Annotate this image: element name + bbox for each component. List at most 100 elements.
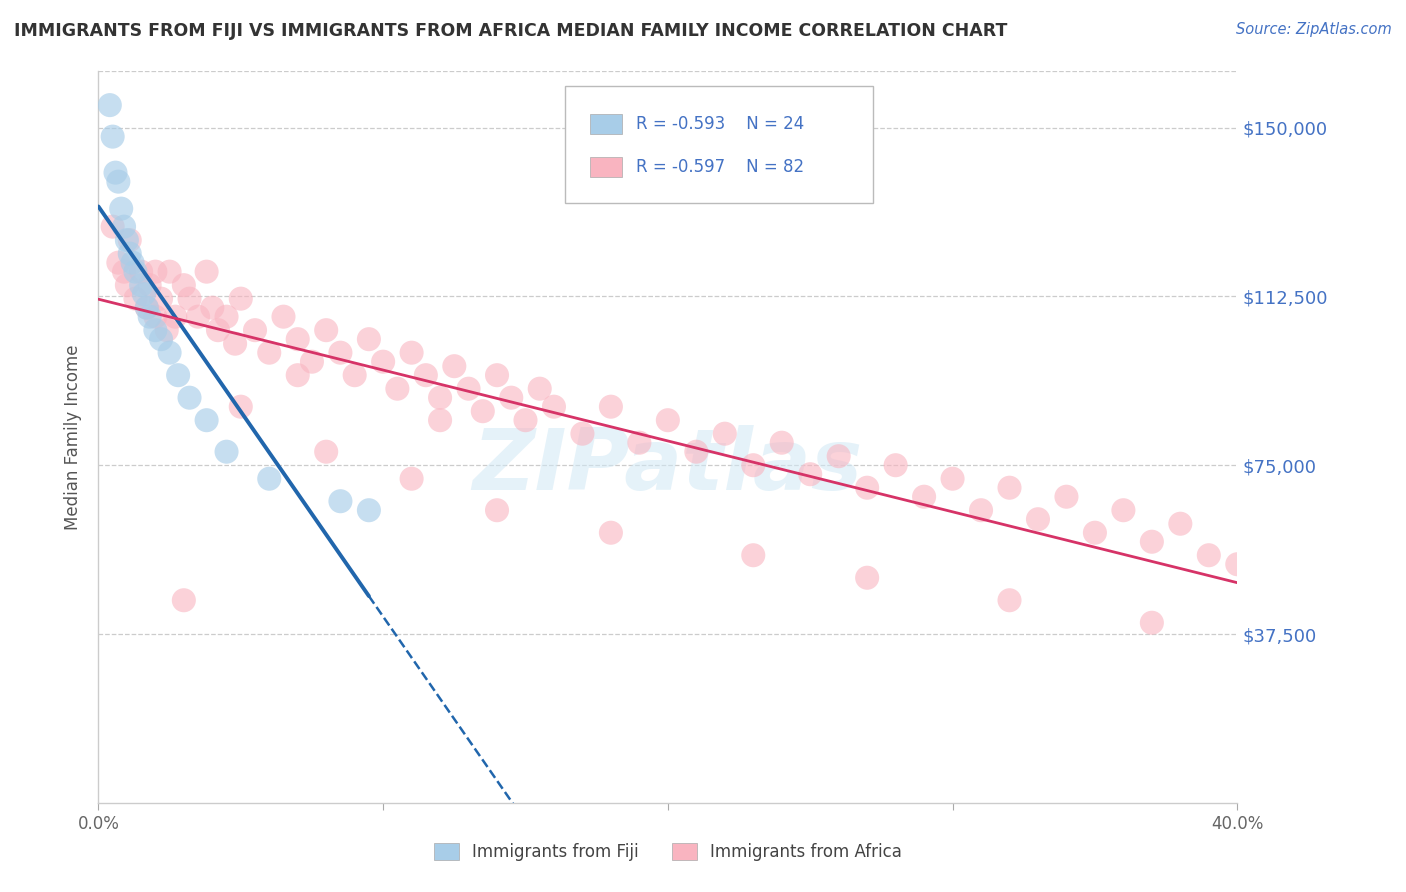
Point — [329, 494, 352, 508]
Point — [207, 323, 229, 337]
Point — [259, 345, 281, 359]
Point — [150, 332, 173, 346]
Point — [329, 345, 352, 359]
Point — [315, 444, 337, 458]
Point — [145, 310, 167, 324]
Point — [543, 400, 565, 414]
Point — [301, 354, 323, 368]
Point — [1170, 516, 1192, 531]
Point — [107, 255, 129, 269]
Point — [600, 525, 623, 540]
Point — [856, 571, 879, 585]
Text: R = -0.597    N = 82: R = -0.597 N = 82 — [636, 158, 804, 176]
Point — [229, 292, 252, 306]
Point — [970, 503, 993, 517]
Point — [884, 458, 907, 473]
Point — [457, 382, 479, 396]
Point — [243, 323, 266, 337]
Point — [287, 368, 309, 383]
Point — [1140, 534, 1163, 549]
Point — [156, 323, 179, 337]
Point — [486, 503, 509, 517]
FancyBboxPatch shape — [565, 86, 873, 203]
Point — [628, 435, 651, 450]
Bar — [591, 114, 623, 135]
Point — [159, 265, 181, 279]
Point — [1198, 548, 1220, 562]
Point — [167, 368, 190, 383]
Point — [135, 301, 157, 315]
Point — [179, 292, 201, 306]
Point — [343, 368, 366, 383]
Point — [112, 265, 135, 279]
Point — [501, 391, 523, 405]
Point — [138, 310, 160, 324]
Point — [107, 175, 129, 189]
Point — [371, 354, 394, 368]
Text: IMMIGRANTS FROM FIJI VS IMMIGRANTS FROM AFRICA MEDIAN FAMILY INCOME CORRELATION : IMMIGRANTS FROM FIJI VS IMMIGRANTS FROM … — [14, 22, 1008, 40]
Point — [998, 481, 1021, 495]
Point — [132, 287, 155, 301]
Point — [145, 265, 167, 279]
Point — [387, 382, 409, 396]
Point — [115, 278, 138, 293]
Point — [150, 292, 173, 306]
Point — [429, 391, 451, 405]
Point — [714, 426, 737, 441]
Point — [118, 233, 141, 247]
Point — [112, 219, 135, 234]
Point — [515, 413, 537, 427]
Point — [187, 310, 209, 324]
Point — [287, 332, 309, 346]
Point — [742, 458, 765, 473]
Point — [770, 435, 793, 450]
Point — [129, 278, 152, 293]
Point — [415, 368, 437, 383]
Point — [145, 323, 167, 337]
Point — [443, 359, 465, 374]
Point — [998, 593, 1021, 607]
Point — [159, 345, 181, 359]
Point — [942, 472, 965, 486]
Point — [215, 310, 238, 324]
Point — [259, 472, 281, 486]
Point — [1026, 512, 1049, 526]
Point — [165, 310, 187, 324]
Point — [215, 444, 238, 458]
Point — [124, 292, 146, 306]
Y-axis label: Median Family Income: Median Family Income — [65, 344, 83, 530]
Point — [1084, 525, 1107, 540]
Point — [471, 404, 494, 418]
Point — [657, 413, 679, 427]
Point — [1226, 558, 1249, 572]
Point — [1140, 615, 1163, 630]
Point — [856, 481, 879, 495]
Point — [98, 98, 121, 112]
Point — [195, 413, 218, 427]
Point — [115, 233, 138, 247]
Text: Source: ZipAtlas.com: Source: ZipAtlas.com — [1236, 22, 1392, 37]
Point — [912, 490, 935, 504]
Point — [357, 503, 380, 517]
Point — [135, 301, 157, 315]
Legend: Immigrants from Fiji, Immigrants from Africa: Immigrants from Fiji, Immigrants from Af… — [427, 836, 908, 868]
Point — [179, 391, 201, 405]
Point — [173, 593, 195, 607]
Point — [273, 310, 295, 324]
Point — [486, 368, 509, 383]
Point — [124, 265, 146, 279]
Point — [201, 301, 224, 315]
Point — [357, 332, 380, 346]
Text: R = -0.593    N = 24: R = -0.593 N = 24 — [636, 115, 804, 133]
Point — [429, 413, 451, 427]
Point — [529, 382, 551, 396]
Point — [138, 278, 160, 293]
Point — [229, 400, 252, 414]
Point — [1056, 490, 1078, 504]
Point — [401, 472, 423, 486]
Point — [799, 467, 821, 482]
Point — [121, 255, 143, 269]
Point — [118, 246, 141, 260]
Point — [104, 166, 127, 180]
Point — [110, 202, 132, 216]
